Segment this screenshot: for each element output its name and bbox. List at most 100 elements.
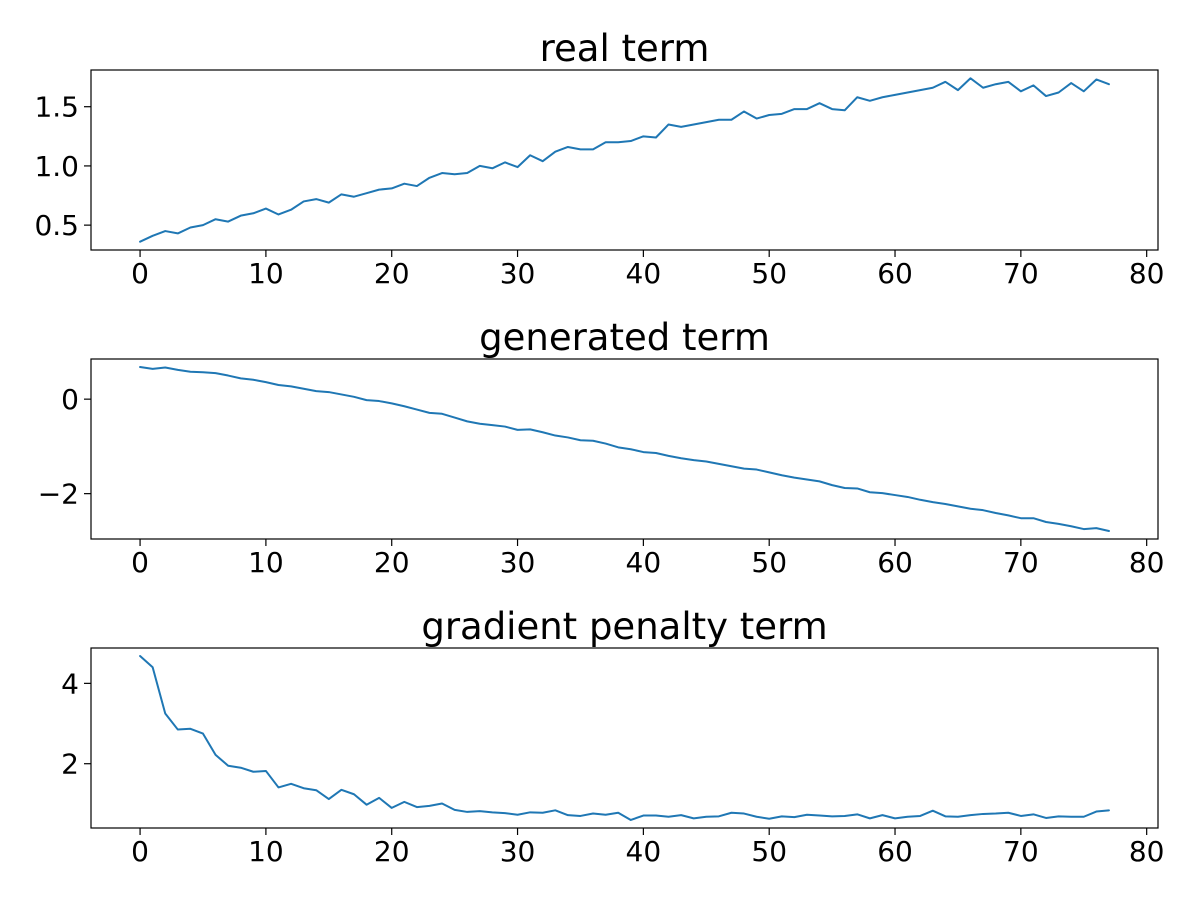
data-point — [730, 119, 732, 121]
data-point — [781, 474, 783, 476]
data-point — [567, 814, 569, 816]
data-point — [856, 487, 858, 489]
data-point — [919, 89, 921, 91]
x-tick-label: 20 — [374, 835, 410, 868]
data-point — [290, 783, 292, 785]
data-point — [227, 221, 229, 223]
data-point — [1032, 517, 1034, 519]
x-tick-label: 0 — [131, 835, 149, 868]
data-point — [366, 192, 368, 194]
data-point — [932, 87, 934, 89]
data-point — [227, 765, 229, 767]
data-point — [655, 137, 657, 139]
x-tick-label: 70 — [1003, 257, 1039, 290]
data-point — [215, 218, 217, 220]
data-point — [403, 801, 405, 803]
data-point — [139, 655, 141, 657]
subplot-title: real term — [540, 27, 710, 70]
data-point — [630, 448, 632, 450]
subplot-1: real term 0 10 20 30 40 50 60 70 80 0.5 1.0 1.5 — [34, 27, 1164, 290]
data-point — [970, 508, 972, 510]
data-point — [756, 469, 758, 471]
data-point — [416, 409, 418, 411]
data-point — [340, 193, 342, 195]
data-point — [819, 102, 821, 104]
data-point — [919, 499, 921, 501]
data-point — [1007, 514, 1009, 516]
data-point — [630, 819, 632, 821]
data-point — [277, 213, 279, 215]
data-point — [441, 802, 443, 804]
data-point — [328, 391, 330, 393]
x-tick-label: 40 — [626, 257, 662, 290]
data-point — [416, 185, 418, 187]
data-point — [1007, 812, 1009, 814]
data-point — [693, 123, 695, 125]
data-point — [491, 811, 493, 813]
data-point — [743, 110, 745, 112]
data-point — [1058, 523, 1060, 525]
y-tick-label: 0 — [61, 383, 79, 416]
data-point — [844, 487, 846, 489]
data-point — [554, 151, 556, 153]
data-point — [139, 366, 141, 368]
data-point — [353, 196, 355, 198]
data-point — [466, 172, 468, 174]
data-point — [869, 100, 871, 102]
axes-frame — [90, 69, 1159, 251]
x-tick-label: 60 — [877, 257, 913, 290]
data-point — [517, 814, 519, 816]
data-point — [240, 767, 242, 769]
data-point — [139, 241, 141, 243]
data-point — [215, 754, 217, 756]
data-point — [403, 405, 405, 407]
data-point — [542, 160, 544, 162]
data-point — [831, 484, 833, 486]
data-point — [957, 816, 959, 818]
data-point — [240, 215, 242, 217]
data-point — [491, 167, 493, 169]
x-tick-label: 50 — [751, 835, 787, 868]
data-point — [1095, 527, 1097, 529]
data-point — [202, 371, 204, 373]
y-tick-label: 0.5 — [34, 209, 79, 242]
data-point — [944, 815, 946, 817]
data-point — [454, 809, 456, 811]
x-tick-label: 50 — [751, 546, 787, 579]
x-tick-label: 50 — [751, 257, 787, 290]
data-point — [303, 787, 305, 789]
y-tick-label: 2 — [61, 748, 79, 781]
data-point — [265, 381, 267, 383]
data-point — [1032, 84, 1034, 86]
data-point — [907, 92, 909, 94]
data-point — [743, 813, 745, 815]
x-tick-label: 30 — [500, 257, 536, 290]
data-point — [1083, 816, 1085, 818]
data-point — [793, 108, 795, 110]
y-tick-label: 4 — [61, 667, 79, 700]
data-point — [630, 140, 632, 142]
data-point — [806, 108, 808, 110]
data-point — [869, 817, 871, 819]
x-tick-label: 30 — [500, 835, 536, 868]
data-point — [340, 393, 342, 395]
y-tick-label: 1.5 — [34, 91, 79, 124]
data-point — [932, 810, 934, 812]
data-point — [479, 165, 481, 167]
data-point — [579, 148, 581, 150]
data-point — [705, 121, 707, 123]
data-point — [970, 814, 972, 816]
x-tick-label: 10 — [248, 257, 284, 290]
data-point — [856, 96, 858, 98]
data-point — [617, 812, 619, 814]
data-point — [1083, 90, 1085, 92]
data-point — [328, 798, 330, 800]
subplot-2: generated term 0 10 20 30 40 50 60 70 80 0 −2 — [38, 316, 1165, 579]
data-point — [718, 815, 720, 817]
data-point — [152, 666, 154, 668]
data-point — [366, 399, 368, 401]
data-point — [529, 154, 531, 156]
data-point — [152, 235, 154, 237]
data-point — [441, 172, 443, 174]
y-tick-label: −2 — [38, 478, 79, 511]
